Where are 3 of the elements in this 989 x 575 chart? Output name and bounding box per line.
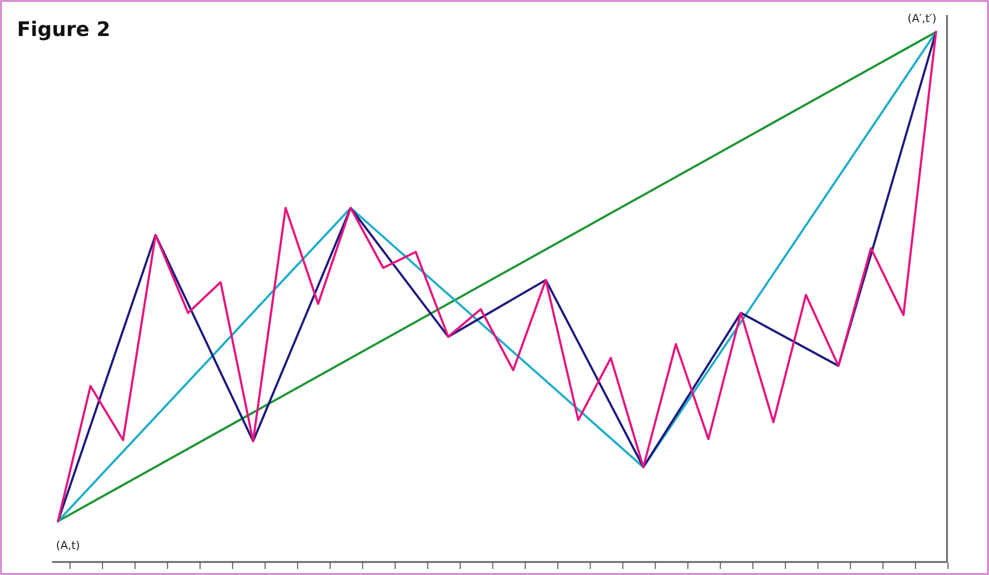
- text: (A′,t′): [908, 12, 936, 25]
- chart-title: Figure 2: [17, 17, 110, 41]
- annotation: (A,t): [56, 539, 80, 552]
